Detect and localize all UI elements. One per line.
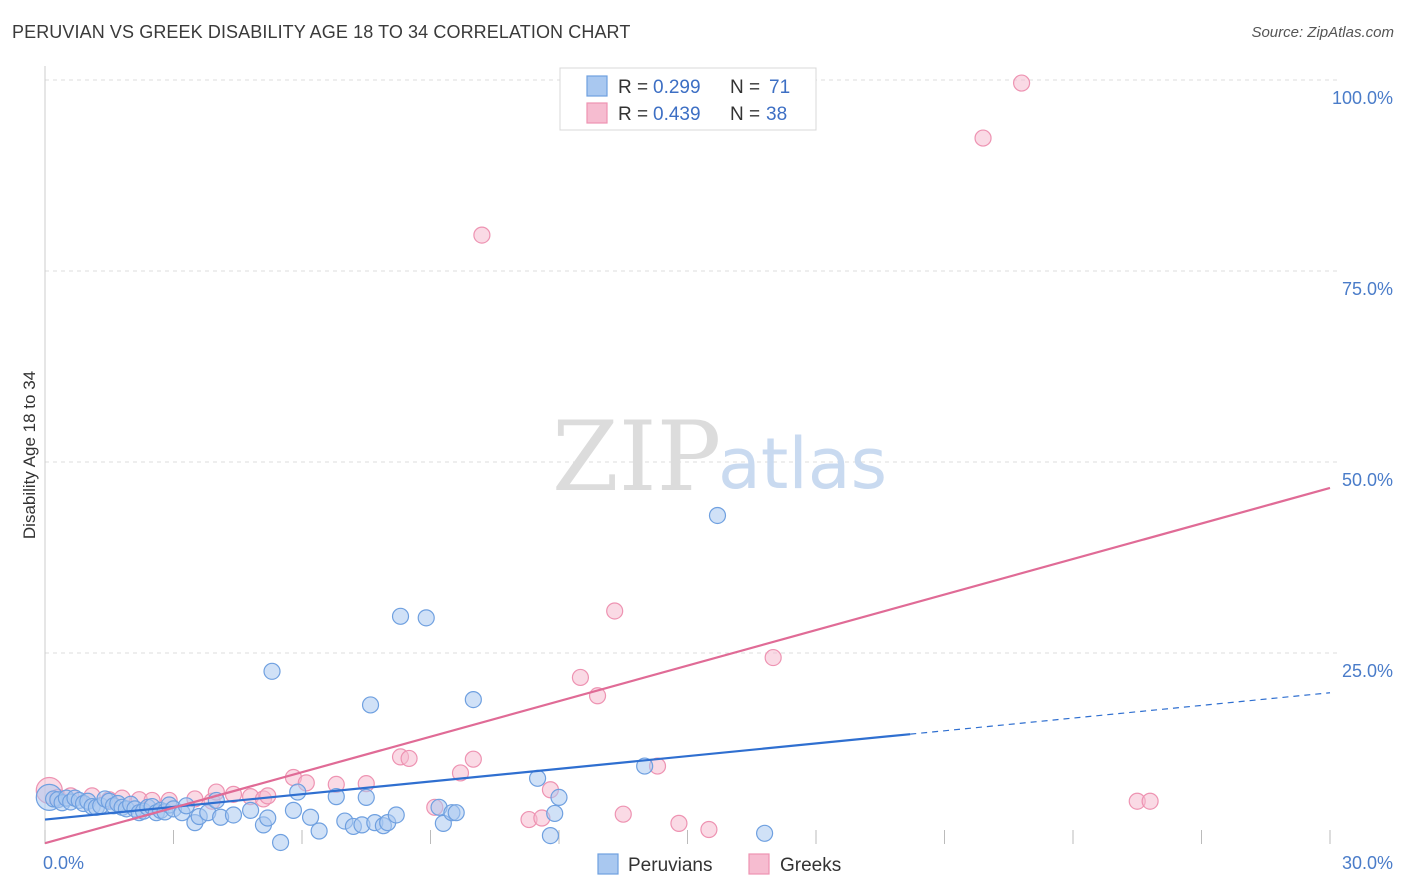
peruvians-point — [391, 607, 410, 625]
peruvians-point — [636, 757, 654, 775]
peruvians-point — [447, 804, 465, 822]
peruvians-point — [361, 696, 380, 714]
greeks-point — [700, 820, 718, 839]
bottom-legend-swatch-peruvians — [597, 853, 619, 875]
peruvians-point — [327, 788, 345, 806]
greeks-point — [571, 668, 590, 687]
source-label: Source: ZipAtlas.com — [1251, 24, 1394, 41]
legend-swatch-peruvians — [586, 75, 608, 97]
tick-labels: 25.0% 50.0% 75.0% 100.0% 0.0% 30.0% — [43, 88, 1393, 873]
y-tick-label: 75.0% — [1342, 279, 1393, 299]
axes — [44, 66, 1331, 844]
greeks-point — [451, 764, 470, 782]
greeks-point — [606, 602, 624, 620]
peruvians-point — [464, 691, 482, 709]
peruvians-trend-extension — [910, 692, 1331, 735]
peruvians-point — [289, 783, 307, 801]
peruvians-point — [546, 804, 564, 823]
legend-r-label-1: R = — [618, 104, 648, 125]
greeks-point — [764, 648, 782, 667]
peruvians-point — [528, 769, 547, 787]
peruvians-point — [242, 801, 260, 819]
bottom-legend-swatch-greeks — [748, 853, 770, 875]
chart-title: PERUVIAN VS GREEK DISABILITY AGE 18 TO 3… — [12, 22, 631, 42]
peruvians-point — [541, 826, 560, 845]
peruvians-point — [708, 506, 727, 525]
peruvians-point — [301, 808, 320, 826]
trend-lines — [44, 486, 1331, 845]
peruvians-point — [357, 788, 375, 806]
greeks-point — [259, 787, 277, 805]
legend-r-label-0: R = — [618, 77, 648, 98]
bottom-legend-label-peruvians: Peruvians — [628, 855, 713, 876]
greeks-point — [400, 749, 418, 768]
legend-swatch-greeks — [586, 102, 608, 124]
peruvians-point — [271, 833, 290, 852]
peruvians-point — [263, 662, 281, 680]
greeks-trend-line — [44, 486, 1331, 845]
bottom-legend-label-greeks: Greeks — [780, 855, 841, 876]
legend-n-value-1: 38 — [766, 104, 787, 125]
peruvians-point — [755, 824, 774, 842]
legend-n-value-0: 71 — [769, 77, 790, 98]
y-tick-label: 50.0% — [1342, 470, 1393, 490]
watermark: ZIP atlas — [552, 401, 887, 513]
y-axis-label: Disability Age 18 to 34 — [20, 371, 39, 539]
peruvians-point — [284, 801, 303, 819]
series-peruvians-points — [35, 506, 774, 852]
x-tick-label: 0.0% — [43, 853, 84, 873]
peruvians-point — [417, 609, 435, 627]
peruvians-point — [224, 806, 243, 824]
legend-r-value-1: 0.439 — [653, 104, 701, 125]
legend-n-label-1: N = — [730, 104, 760, 125]
greeks-point — [614, 805, 632, 823]
greeks-point — [1141, 792, 1159, 810]
greeks-point — [473, 226, 491, 244]
greeks-point — [670, 814, 688, 832]
x-tick-label: 30.0% — [1342, 853, 1393, 873]
peruvians-point — [387, 806, 405, 824]
peruvians-trend-line — [44, 733, 911, 821]
watermark-atlas: atlas — [718, 423, 887, 505]
peruvians-point — [259, 809, 277, 827]
watermark-zip: ZIP — [552, 401, 721, 513]
greeks-point — [464, 750, 482, 768]
bottom-legend: Peruvians Greeks — [597, 853, 841, 876]
greeks-point — [974, 129, 992, 147]
y-tick-label: 25.0% — [1342, 661, 1393, 681]
greeks-point — [1012, 74, 1031, 92]
grid-lines — [45, 79, 1340, 654]
peruvians-point — [550, 788, 568, 806]
legend-r-value-0: 0.299 — [653, 77, 701, 98]
y-tick-label: 100.0% — [1332, 88, 1393, 108]
legend: R = 0.299 N = 71 R = 0.439 N = 38 — [559, 67, 817, 131]
legend-n-label-0: N = — [730, 77, 760, 98]
peruvians-point — [310, 822, 328, 840]
